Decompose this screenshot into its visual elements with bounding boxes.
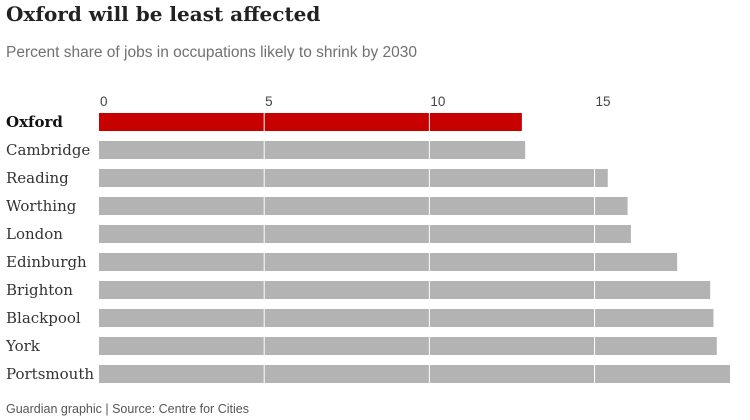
category-label-london: London: [6, 225, 63, 243]
category-labels: Oxford Cambridge Reading Worthing London Edin…: [5, 113, 94, 383]
x-tick-label: 15: [596, 94, 611, 109]
bars: [99, 113, 730, 383]
chart-subtitle: Percent share of jobs in occupations lik…: [6, 44, 417, 61]
gridlines: [263, 111, 596, 385]
category-label-york: York: [5, 337, 41, 355]
x-axis-ticks: 0 5 10 15: [100, 94, 611, 109]
bar-blackpool: [99, 309, 714, 327]
source-footer: Guardian graphic | Source: Centre for Ci…: [6, 402, 249, 416]
x-tick-label: 10: [430, 94, 445, 109]
category-label-oxford: Oxford: [6, 113, 63, 131]
x-tick-label: 5: [265, 94, 273, 109]
chart-title: Oxford will be least affected: [6, 2, 321, 26]
bar-reading: [99, 169, 608, 187]
category-label-blackpool: Blackpool: [6, 309, 81, 327]
bar-edinburgh: [99, 253, 678, 271]
category-label-edinburgh: Edinburgh: [6, 253, 87, 271]
x-tick-label: 0: [100, 94, 108, 109]
bar-brighton: [99, 281, 711, 299]
category-label-brighton: Brighton: [6, 281, 73, 299]
bar-oxford: [99, 113, 522, 131]
category-label-cambridge: Cambridge: [6, 141, 90, 159]
bar-worthing: [99, 197, 628, 215]
bar-york: [99, 337, 717, 355]
category-label-reading: Reading: [6, 169, 69, 187]
bar-portsmouth: [99, 365, 730, 383]
category-label-portsmouth: Portsmouth: [6, 365, 94, 383]
bar-cambridge: [99, 141, 526, 159]
bar-london: [99, 225, 631, 243]
category-label-worthing: Worthing: [6, 197, 77, 215]
